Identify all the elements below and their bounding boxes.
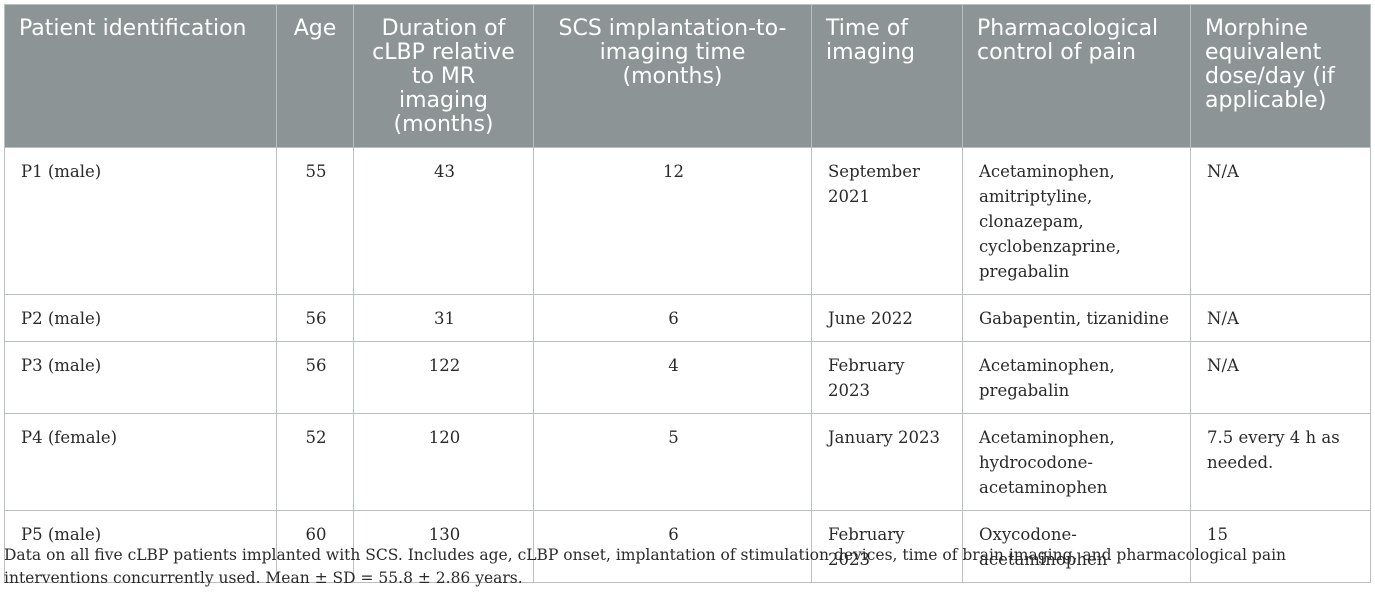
cell-patient: P2 (male) (4, 294, 277, 342)
cell-time-of-imaging: January 2023 (811, 413, 963, 511)
cell-age: 52 (276, 413, 354, 511)
cell-implantation-time: 5 (533, 413, 812, 511)
cell-implantation-time: 4 (533, 341, 812, 414)
cell-time-of-imaging: February 2023 (811, 510, 963, 583)
cell-duration: 122 (353, 341, 534, 414)
table-row: P2 (male) 56 31 6 June 2022 Gabapentin, … (4, 294, 1371, 342)
cell-morphine: N/A (1190, 341, 1371, 414)
header-morphine-dose: Morphine equivalent dose/day (if applica… (1190, 4, 1371, 148)
table-row: P1 (male) 55 43 12 September 2021 Acetam… (4, 147, 1371, 295)
table-row: P4 (female) 52 120 5 January 2023 Acetam… (4, 413, 1371, 511)
table-footnote: Data on all five cLBP patients implanted… (4, 546, 1287, 587)
header-time-of-imaging: Time of imaging (811, 4, 963, 148)
cell-morphine: N/A (1190, 147, 1371, 295)
table-row: P3 (male) 56 122 4 February 2023 Acetami… (4, 341, 1371, 414)
cell-pharmacological: Acetaminophen, amitriptyline, clonazepam… (962, 147, 1191, 295)
cell-implantation-time: 6 (533, 294, 812, 342)
cell-patient: P4 (female) (4, 413, 277, 511)
cell-morphine: 15 (1190, 510, 1371, 583)
cell-pharmacological: Acetaminophen, pregabalin (962, 341, 1191, 414)
cell-duration: 31 (353, 294, 534, 342)
cell-pharmacological: Oxycodone-acetaminophen (962, 510, 1191, 583)
header-scs-implantation-time: SCS implantation-to-imaging time (months… (533, 4, 812, 148)
cell-age: 56 (276, 294, 354, 342)
cell-duration: 120 (353, 413, 534, 511)
cell-implantation-time: 6 (533, 510, 812, 583)
cell-morphine: 7.5 every 4 h as needed. (1190, 413, 1371, 511)
cell-time-of-imaging: February 2023 (811, 341, 963, 414)
patient-table: Patient identification Age Duration of c… (4, 4, 1371, 583)
cell-patient: P5 (male) (4, 510, 277, 583)
header-age: Age (276, 4, 354, 148)
cell-patient: P3 (male) (4, 341, 277, 414)
cell-morphine: N/A (1190, 294, 1371, 342)
header-pharmacological-control: Pharmacological control of pain (962, 4, 1191, 148)
cell-age: 55 (276, 147, 354, 295)
cell-age: 60 (276, 510, 354, 583)
cell-time-of-imaging: June 2022 (811, 294, 963, 342)
cell-pharmacological: Gabapentin, tizanidine (962, 294, 1191, 342)
cell-time-of-imaging: September 2021 (811, 147, 963, 295)
header-row: Patient identification Age Duration of c… (4, 4, 1371, 148)
header-patient-identification: Patient identification (4, 4, 277, 148)
header-duration-clbp: Duration of cLBP relative to MR imaging … (353, 4, 534, 148)
cell-implantation-time: 12 (533, 147, 812, 295)
table-row: P5 (male) 60 130 6 February 2023 Oxycodo… (4, 510, 1371, 583)
cell-patient: P1 (male) (4, 147, 277, 295)
cell-age: 56 (276, 341, 354, 414)
cell-pharmacological: Acetaminophen, hydrocodone-acetaminophen (962, 413, 1191, 511)
cell-duration: 43 (353, 147, 534, 295)
